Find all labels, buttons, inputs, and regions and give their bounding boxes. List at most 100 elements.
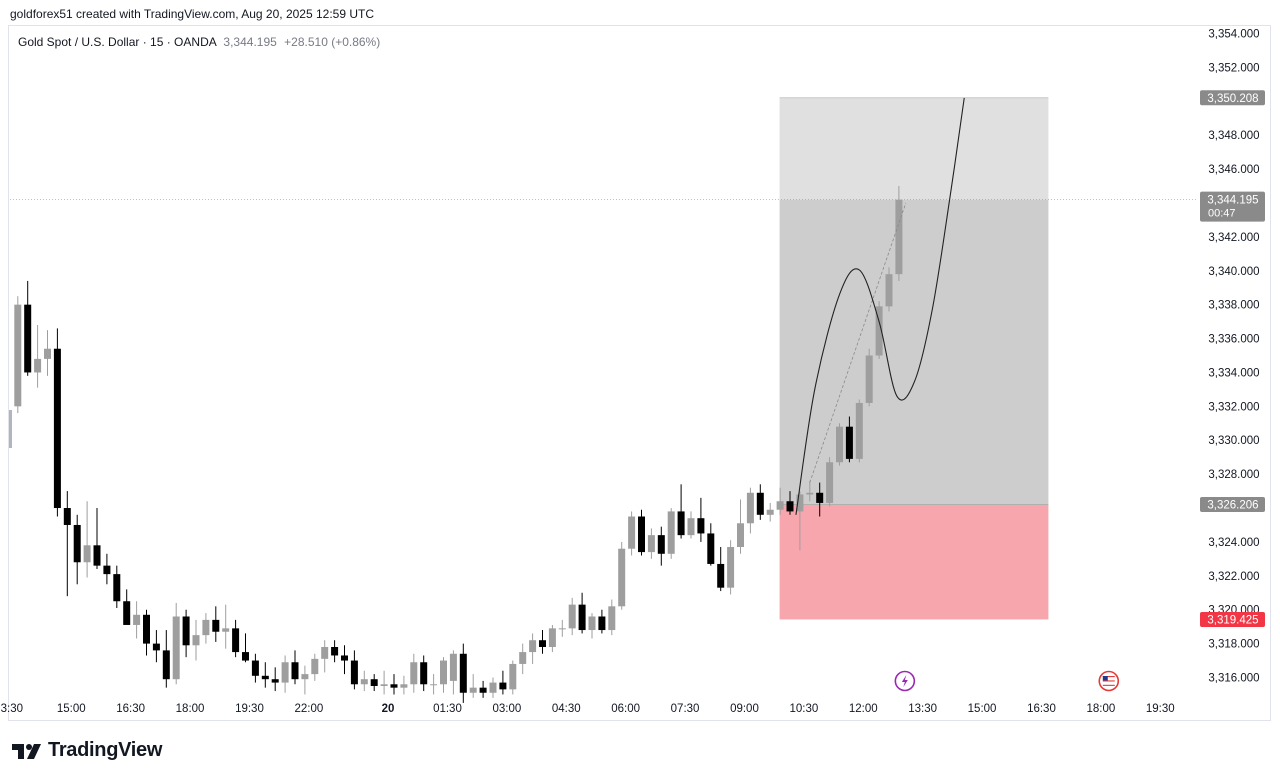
candle-body[interactable] [519, 652, 527, 664]
candle-body[interactable] [152, 643, 160, 651]
candle-body[interactable] [83, 545, 91, 563]
candle-body[interactable] [786, 501, 794, 512]
candle-body[interactable] [162, 650, 170, 680]
candle-body[interactable] [341, 655, 348, 661]
candle-body[interactable] [281, 662, 289, 683]
candle-body[interactable] [766, 509, 774, 515]
candle-body[interactable] [271, 679, 279, 683]
candle-body[interactable] [469, 687, 477, 693]
candle-body[interactable] [667, 511, 675, 554]
candle-body[interactable] [63, 508, 71, 525]
candle-body[interactable] [697, 518, 705, 534]
candle-body[interactable] [113, 574, 121, 602]
candle-body[interactable] [746, 492, 754, 524]
candle-body[interactable] [321, 646, 329, 659]
candle-body[interactable] [578, 604, 586, 631]
candle-body[interactable] [737, 523, 744, 548]
candle-body[interactable] [430, 684, 438, 686]
candle-body[interactable] [647, 535, 655, 553]
candle-body[interactable] [499, 682, 507, 690]
candle-body[interactable] [400, 684, 408, 688]
candle-body[interactable] [291, 662, 299, 680]
candle-body[interactable] [73, 524, 81, 563]
candle-body[interactable] [222, 628, 230, 632]
candle-body[interactable] [836, 426, 843, 463]
candle-body[interactable] [865, 355, 873, 403]
stop-price-label[interactable] [1200, 611, 1265, 627]
pane-edge-handle[interactable] [9, 410, 12, 448]
candle-body[interactable] [53, 348, 61, 509]
candle-body[interactable] [202, 619, 210, 636]
candle-body[interactable] [816, 492, 824, 503]
candle-body[interactable] [875, 306, 883, 356]
trend-line[interactable] [809, 202, 907, 483]
candle-body[interactable] [717, 563, 725, 588]
candle-body[interactable] [459, 653, 467, 693]
candle-body[interactable] [182, 616, 190, 646]
candle-body[interactable] [628, 516, 636, 549]
candle-body[interactable] [370, 679, 378, 686]
candle-body[interactable] [845, 426, 853, 459]
target-price-label[interactable] [1200, 90, 1265, 106]
candle-body[interactable] [143, 614, 150, 644]
candle-body[interactable] [172, 616, 180, 680]
candle-body[interactable] [509, 663, 517, 690]
candle-body[interactable] [776, 501, 784, 510]
candle-body[interactable] [608, 606, 616, 631]
candle-body[interactable] [598, 616, 606, 631]
candle-body[interactable] [479, 687, 487, 693]
target-zone[interactable] [779, 97, 1049, 200]
candle-body[interactable] [133, 614, 141, 625]
candle-body[interactable] [806, 492, 814, 495]
candle-body[interactable] [440, 660, 447, 685]
candle-body[interactable] [360, 679, 368, 685]
candle-body[interactable] [242, 652, 249, 661]
candle-body[interactable] [548, 628, 556, 647]
candle-body[interactable] [192, 635, 200, 646]
candle-body[interactable] [855, 402, 863, 459]
candle-body[interactable] [618, 548, 626, 607]
candle-body[interactable] [657, 535, 665, 554]
candle-body[interactable] [24, 304, 32, 373]
candle-body[interactable] [232, 628, 240, 653]
candle-body[interactable] [251, 660, 259, 676]
candle-body[interactable] [638, 516, 645, 553]
candle-body[interactable] [895, 199, 903, 275]
candle-body[interactable] [350, 660, 358, 685]
candle-body[interactable] [410, 662, 418, 685]
candle-body[interactable] [687, 518, 695, 536]
candle-body[interactable] [380, 684, 388, 686]
candle-body[interactable] [14, 304, 22, 407]
stop-loss-zone[interactable] [779, 504, 1049, 620]
candle-body[interactable] [568, 604, 576, 629]
candle-body[interactable] [103, 565, 111, 575]
tradingview-logo[interactable]: TradingView [12, 739, 162, 762]
candle-body[interactable] [261, 675, 269, 680]
entry-price-label[interactable] [1200, 497, 1265, 513]
candle-body[interactable] [212, 619, 220, 632]
candle-body[interactable] [93, 545, 101, 566]
candle-body[interactable] [331, 646, 339, 656]
candle-body[interactable] [727, 547, 735, 588]
candle-body[interactable] [301, 674, 309, 680]
candle-body[interactable] [677, 511, 685, 536]
candle-body[interactable] [539, 640, 546, 647]
projection-path[interactable] [795, 97, 965, 515]
candle-body[interactable] [529, 640, 537, 653]
candle-body[interactable] [796, 494, 804, 512]
candle-body[interactable] [707, 533, 715, 564]
candle-body[interactable] [390, 684, 398, 688]
candle-body[interactable] [826, 462, 834, 503]
candle-body[interactable] [449, 653, 457, 681]
candle-body[interactable] [34, 358, 42, 373]
candle-body[interactable] [44, 348, 51, 359]
candle-body[interactable] [558, 628, 566, 630]
profit-zone[interactable] [779, 199, 1049, 505]
candle-body[interactable] [756, 492, 764, 515]
candle-body[interactable] [489, 682, 497, 693]
candle-body[interactable] [311, 658, 319, 675]
candle-body[interactable] [123, 601, 131, 625]
candle-body[interactable] [885, 274, 893, 307]
candle-body[interactable] [420, 662, 428, 685]
